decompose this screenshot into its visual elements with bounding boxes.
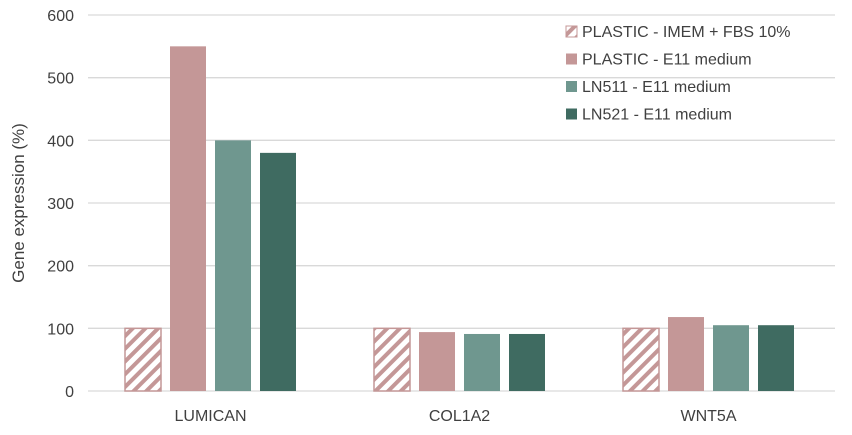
- y-tick-label: 500: [47, 71, 74, 88]
- bar: [622, 327, 660, 392]
- legend-swatch: [566, 53, 577, 65]
- bar: [170, 46, 206, 391]
- bar: [713, 325, 749, 391]
- y-tick-label: 100: [47, 321, 74, 338]
- bars: [124, 46, 794, 392]
- y-axis-label: Gene expression (%): [9, 123, 28, 283]
- bar: [260, 152, 296, 391]
- legend-label: PLASTIC - E11 medium: [582, 52, 752, 69]
- y-tick-label: 600: [47, 8, 74, 25]
- bar: [668, 317, 704, 391]
- legend-label: PLASTIC - IMEM + FBS 10%: [582, 24, 791, 41]
- bar: [509, 333, 545, 391]
- bar: [758, 325, 794, 391]
- x-tick-label: WNT5A: [681, 408, 737, 425]
- y-tick-label: 300: [47, 196, 74, 213]
- bar: [373, 327, 411, 392]
- legend: PLASTIC - IMEM + FBS 10% PLASTIC - E11 me…: [565, 24, 791, 124]
- x-tick-labels: LUMICAN COL1A2 WNT5A: [174, 408, 736, 425]
- y-tick-labels: 0 100 200 300 400 500 600: [47, 8, 74, 401]
- y-tick-label: 400: [47, 133, 74, 150]
- legend-swatch: [566, 108, 577, 120]
- legend-swatch: [566, 81, 577, 92]
- y-tick-label: 200: [47, 259, 74, 276]
- gridlines: [88, 14, 835, 392]
- bar: [419, 332, 455, 391]
- x-tick-label: COL1A2: [429, 408, 490, 425]
- y-tick-label: 0: [65, 384, 74, 401]
- x-tick-label: LUMICAN: [174, 408, 246, 425]
- legend-swatch: [565, 25, 578, 38]
- legend-label: LN521 - E11 medium: [582, 107, 732, 124]
- legend-label: LN511 - E11 medium: [582, 79, 731, 96]
- bar: [215, 140, 251, 391]
- bar: [124, 327, 162, 392]
- bar: [464, 333, 500, 391]
